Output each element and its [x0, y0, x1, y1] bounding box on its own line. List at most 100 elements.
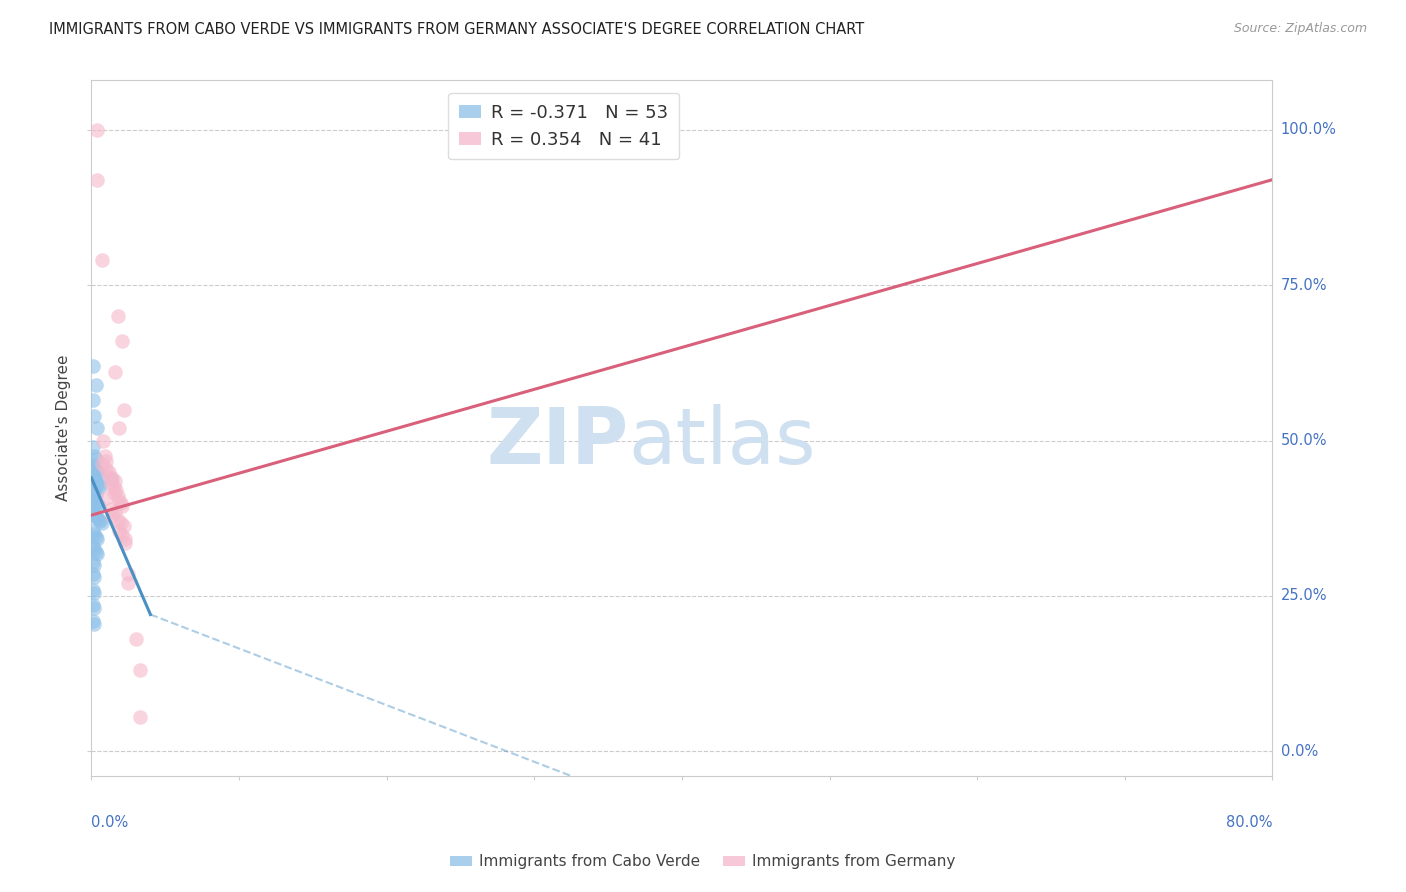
Point — [107, 490, 129, 504]
Point — [87, 466, 110, 480]
Point — [86, 123, 108, 137]
Text: Source: ZipAtlas.com: Source: ZipAtlas.com — [1233, 22, 1367, 36]
Point — [105, 483, 128, 498]
Point — [83, 508, 105, 523]
Point — [117, 567, 139, 582]
Legend: Immigrants from Cabo Verde, Immigrants from Germany: Immigrants from Cabo Verde, Immigrants f… — [444, 848, 962, 875]
Text: 80.0%: 80.0% — [1226, 815, 1272, 830]
Point — [86, 532, 108, 546]
Point — [86, 465, 108, 479]
Point — [83, 449, 105, 463]
Point — [82, 567, 104, 582]
Point — [103, 486, 125, 500]
Point — [100, 477, 122, 491]
Point — [90, 457, 112, 471]
Point — [86, 477, 108, 491]
Point — [83, 570, 105, 584]
Point — [89, 480, 111, 494]
Point — [107, 310, 129, 324]
Point — [84, 530, 107, 544]
Point — [82, 555, 104, 569]
Point — [82, 598, 104, 612]
Point — [83, 474, 105, 488]
Point — [82, 539, 104, 553]
Text: 0.0%: 0.0% — [1281, 744, 1317, 759]
Point — [87, 499, 110, 513]
Text: ZIP: ZIP — [486, 404, 628, 480]
Point — [82, 483, 104, 498]
Text: 50.0%: 50.0% — [1281, 434, 1327, 448]
Point — [98, 465, 121, 479]
Point — [83, 542, 105, 557]
Point — [104, 474, 127, 488]
Point — [82, 359, 104, 373]
Point — [87, 513, 110, 527]
Point — [101, 509, 124, 524]
Point — [83, 601, 105, 615]
Point — [129, 710, 152, 724]
Text: 100.0%: 100.0% — [1281, 122, 1337, 137]
Point — [96, 454, 118, 468]
Point — [112, 402, 135, 417]
Point — [108, 421, 131, 435]
Point — [107, 513, 129, 527]
Point — [86, 172, 108, 186]
Point — [100, 502, 122, 516]
Point — [83, 526, 105, 541]
Point — [117, 576, 139, 591]
Point — [82, 614, 104, 628]
Point — [83, 486, 105, 500]
Point — [96, 491, 118, 505]
Point — [82, 393, 104, 408]
Point — [87, 478, 110, 492]
Point — [108, 493, 131, 508]
Point — [90, 516, 112, 530]
Y-axis label: Associate's Degree: Associate's Degree — [56, 355, 72, 501]
Point — [110, 496, 132, 510]
Point — [103, 480, 125, 494]
Point — [83, 616, 105, 631]
Point — [124, 632, 148, 647]
Text: 25.0%: 25.0% — [1281, 589, 1327, 603]
Text: 75.0%: 75.0% — [1281, 277, 1327, 293]
Point — [82, 582, 104, 597]
Point — [82, 492, 104, 507]
Point — [98, 469, 121, 483]
Point — [83, 461, 105, 475]
Point — [84, 488, 107, 502]
Text: atlas: atlas — [628, 404, 817, 480]
Point — [86, 511, 108, 525]
Point — [114, 536, 136, 550]
Point — [86, 547, 108, 561]
Point — [84, 377, 107, 392]
Point — [82, 505, 104, 519]
Point — [114, 532, 136, 546]
Point — [111, 334, 134, 349]
Point — [110, 516, 132, 530]
Point — [82, 458, 104, 473]
Point — [84, 545, 107, 559]
Point — [129, 664, 152, 678]
Point — [90, 253, 112, 268]
Point — [93, 449, 115, 463]
Point — [104, 365, 127, 379]
Text: IMMIGRANTS FROM CABO VERDE VS IMMIGRANTS FROM GERMANY ASSOCIATE'S DEGREE CORRELA: IMMIGRANTS FROM CABO VERDE VS IMMIGRANTS… — [49, 22, 865, 37]
Point — [111, 528, 134, 542]
Point — [100, 472, 122, 486]
Point — [83, 558, 105, 572]
Point — [83, 586, 105, 600]
Point — [104, 505, 127, 519]
Point — [86, 497, 108, 511]
Point — [84, 509, 107, 524]
Point — [82, 440, 104, 454]
Legend: R = -0.371   N = 53, R = 0.354   N = 41: R = -0.371 N = 53, R = 0.354 N = 41 — [449, 93, 679, 160]
Point — [83, 409, 105, 423]
Point — [112, 519, 135, 533]
Point — [84, 452, 107, 467]
Point — [111, 499, 134, 513]
Point — [96, 461, 118, 475]
Point — [84, 496, 107, 510]
Point — [108, 524, 131, 538]
Text: 0.0%: 0.0% — [91, 815, 128, 830]
Point — [82, 524, 104, 538]
